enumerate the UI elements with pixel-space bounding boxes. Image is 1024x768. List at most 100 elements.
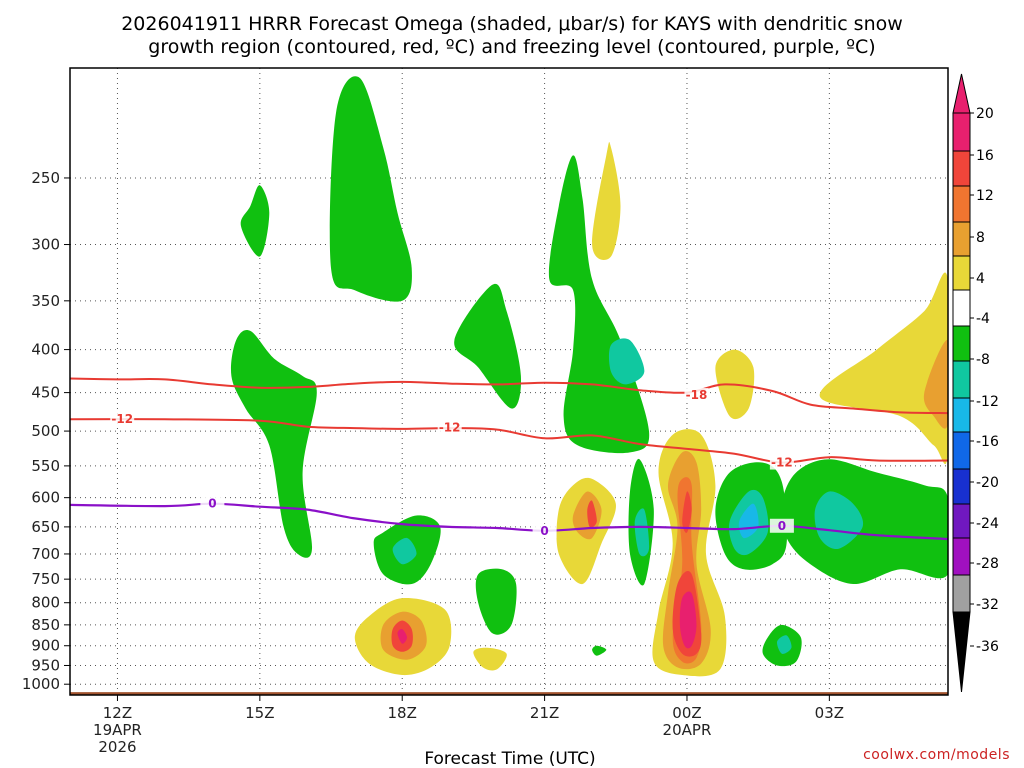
y-tick-label: 650 [31,518,60,536]
y-tick-label: 600 [31,489,60,507]
omega-region-teal [608,338,645,385]
x-tick-label: 03Z [815,704,844,722]
colorbar-swatch [952,112,971,152]
chart-title-line-2: growth region (contoured, red, ºC) and f… [148,36,875,58]
omega-region-green [475,568,517,635]
contour-label-bg [769,518,794,533]
colorbar-bottom-arrow [952,611,971,693]
contour-label-bg [110,412,135,427]
omega-region-teal [634,508,650,557]
chart-title-line-1: 2026041911 HRRR Forecast Omega (shaded, … [121,13,903,35]
colorbar-swatch [952,255,971,291]
contour-label-bg [532,523,557,538]
y-tick-label: 700 [31,545,60,563]
y-tick-label: 250 [31,169,60,187]
colorbar-label: 4 [976,271,985,287]
x-tick-label: 21Z [530,704,559,722]
ground-below-surface [70,692,948,695]
omega-region-teal [814,491,864,550]
y-tick-label: 450 [31,384,60,402]
x-tick-date: 20APR [663,721,712,739]
contour-label: 0 [208,497,216,511]
colorbar-swatch [952,185,971,223]
colorbar-label: 20 [976,106,994,122]
colorbar-label: 12 [976,188,994,204]
colorbar-swatch [952,431,971,470]
y-tick-label: 800 [31,594,60,612]
colorbar-swatch [952,150,971,187]
omega-region-orange [923,340,948,429]
y-axis-ticks: 250 300 350 400 450 500 550 600 650 700 750 800 850 9… [22,169,70,693]
colorbar-swatch [952,325,971,362]
omega-region-yellow [592,141,621,260]
y-tick-label: 900 [31,637,60,655]
contour-label: -18 [686,388,708,402]
colorbar-swatch [952,221,971,257]
ground-layer [70,692,948,695]
omega-region-magenta [397,628,407,644]
dendritic-growth-contour [70,418,948,464]
colorbar-top-arrow [952,73,971,114]
x-tick-label: 18Z [388,704,417,722]
colorbar-swatch [952,289,971,327]
omega-region-teal [776,635,792,654]
y-tick-label: 750 [31,570,60,588]
y-tick-label: 300 [31,236,60,254]
colorbar-label: -8 [976,352,990,368]
x-tick-date: 19APR [93,721,142,739]
omega-region-green [781,459,948,585]
colorbar-label: -4 [976,311,990,327]
contour-label: -12 [111,412,133,426]
colorbar-label: 16 [976,148,994,164]
colorbar-label: -28 [976,556,999,572]
colorbar-label: -36 [976,639,999,655]
omega-region-yellow [473,647,507,671]
y-tick-label: 550 [31,457,60,475]
colorbar-label: -16 [976,434,999,450]
omega-shading [230,76,948,677]
colorbar-label: -24 [976,516,999,532]
omega-region-teal [392,537,417,565]
x-axis-label: Forecast Time (UTC) [424,749,595,768]
contour-label-bg [437,420,462,435]
colorbar-label: -12 [976,394,999,410]
x-tick-label: 15Z [245,704,274,722]
plot-frame [69,67,949,696]
omega-region-green [454,283,522,409]
colorbar-swatch [952,397,971,433]
y-tick-label: 400 [31,341,60,359]
contour-label-bg [769,455,794,470]
colorbar-swatch [952,360,971,399]
contour-label-bg [684,388,709,403]
x-tick-label: 12Z [103,704,132,722]
omega-region-green [592,645,607,656]
x-tick-year: 2026 [98,738,136,756]
contour-label: -12 [439,420,461,434]
contour-label: -12 [771,456,793,470]
contour-label: 0 [540,524,548,538]
y-tick-label: 850 [31,616,60,634]
colorbar-swatch [952,537,971,576]
contour-labels: -18 -12 -12 -12 0 0 0 [110,388,794,538]
omega-region-red [682,491,692,533]
colorbar-swatch [952,574,971,613]
omega-region-red [587,500,597,528]
colorbar-swatch [952,468,971,505]
x-tick-label: 00Z [672,704,701,722]
omega-region-green [240,185,270,257]
omega-region-magenta [679,591,697,649]
y-tick-label: 500 [31,422,60,440]
colorbar-swatch [952,503,971,539]
y-tick-label: 1000 [22,675,60,693]
omega-region-yellow [819,272,948,465]
contour-label: 0 [778,519,786,533]
omega-region-green [329,76,412,302]
colorbar: 20 16 12 8 4 -4 -8 -12 -16 -20 -24 -28 -32 -36 [952,73,999,693]
y-tick-label: 350 [31,292,60,310]
dendritic-growth-contour [70,377,948,415]
y-tick-label: 950 [31,656,60,674]
colorbar-label: -32 [976,597,999,613]
credit-text: coolwx.com/models [863,747,1010,763]
